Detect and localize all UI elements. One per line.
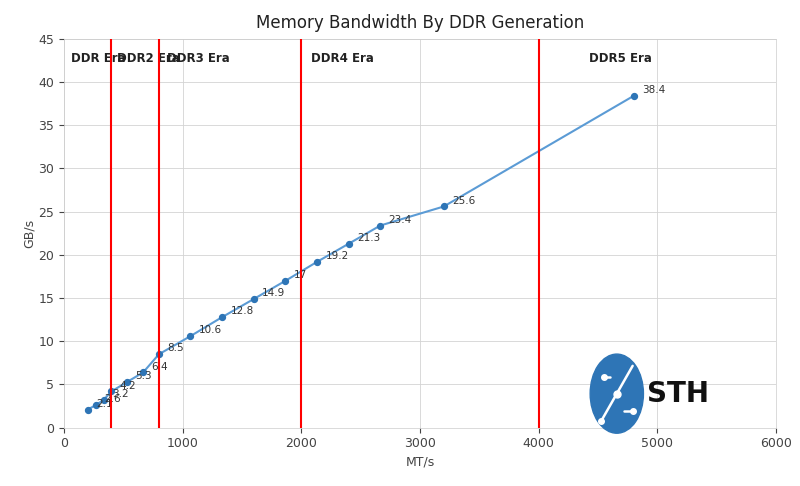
Point <box>374 222 386 229</box>
Point <box>184 332 197 340</box>
Text: 17: 17 <box>294 270 307 280</box>
Text: 38.4: 38.4 <box>642 85 665 95</box>
Point <box>627 92 640 100</box>
Text: DDR4 Era: DDR4 Era <box>311 52 374 65</box>
Point <box>105 387 118 395</box>
Text: STH: STH <box>647 380 709 408</box>
Point <box>342 240 355 247</box>
Text: 5.3: 5.3 <box>135 371 152 381</box>
Text: 25.6: 25.6 <box>452 196 475 206</box>
Text: 23.4: 23.4 <box>389 215 412 225</box>
Point <box>310 258 323 266</box>
Point <box>137 368 150 376</box>
Text: DDR5 Era: DDR5 Era <box>589 52 651 65</box>
Point <box>82 406 94 414</box>
Text: 4.2: 4.2 <box>120 381 137 391</box>
Point <box>216 313 229 321</box>
Point <box>89 401 102 409</box>
Text: DDR2 Era: DDR2 Era <box>118 52 180 65</box>
Point <box>247 295 260 303</box>
Point <box>279 277 292 285</box>
X-axis label: MT/s: MT/s <box>406 456 434 469</box>
Text: 14.9: 14.9 <box>262 288 286 298</box>
Text: DDR3 Era: DDR3 Era <box>167 52 230 65</box>
Text: 8.5: 8.5 <box>167 344 184 353</box>
Point <box>438 203 450 210</box>
Point <box>97 396 110 404</box>
Y-axis label: GB/s: GB/s <box>22 219 36 248</box>
Text: 3.2: 3.2 <box>112 389 129 399</box>
Text: 19.2: 19.2 <box>326 251 349 261</box>
Text: 10.6: 10.6 <box>199 325 222 335</box>
Circle shape <box>590 354 643 433</box>
Point <box>153 350 166 358</box>
Text: 2.6: 2.6 <box>104 395 121 404</box>
Text: 12.8: 12.8 <box>230 306 254 316</box>
Text: DDR Era: DDR Era <box>70 52 125 65</box>
Title: Memory Bandwidth By DDR Generation: Memory Bandwidth By DDR Generation <box>256 14 584 32</box>
Text: 2.1: 2.1 <box>96 399 113 409</box>
Point <box>121 378 134 386</box>
Text: 6.4: 6.4 <box>151 362 168 372</box>
Text: 21.3: 21.3 <box>357 233 380 243</box>
